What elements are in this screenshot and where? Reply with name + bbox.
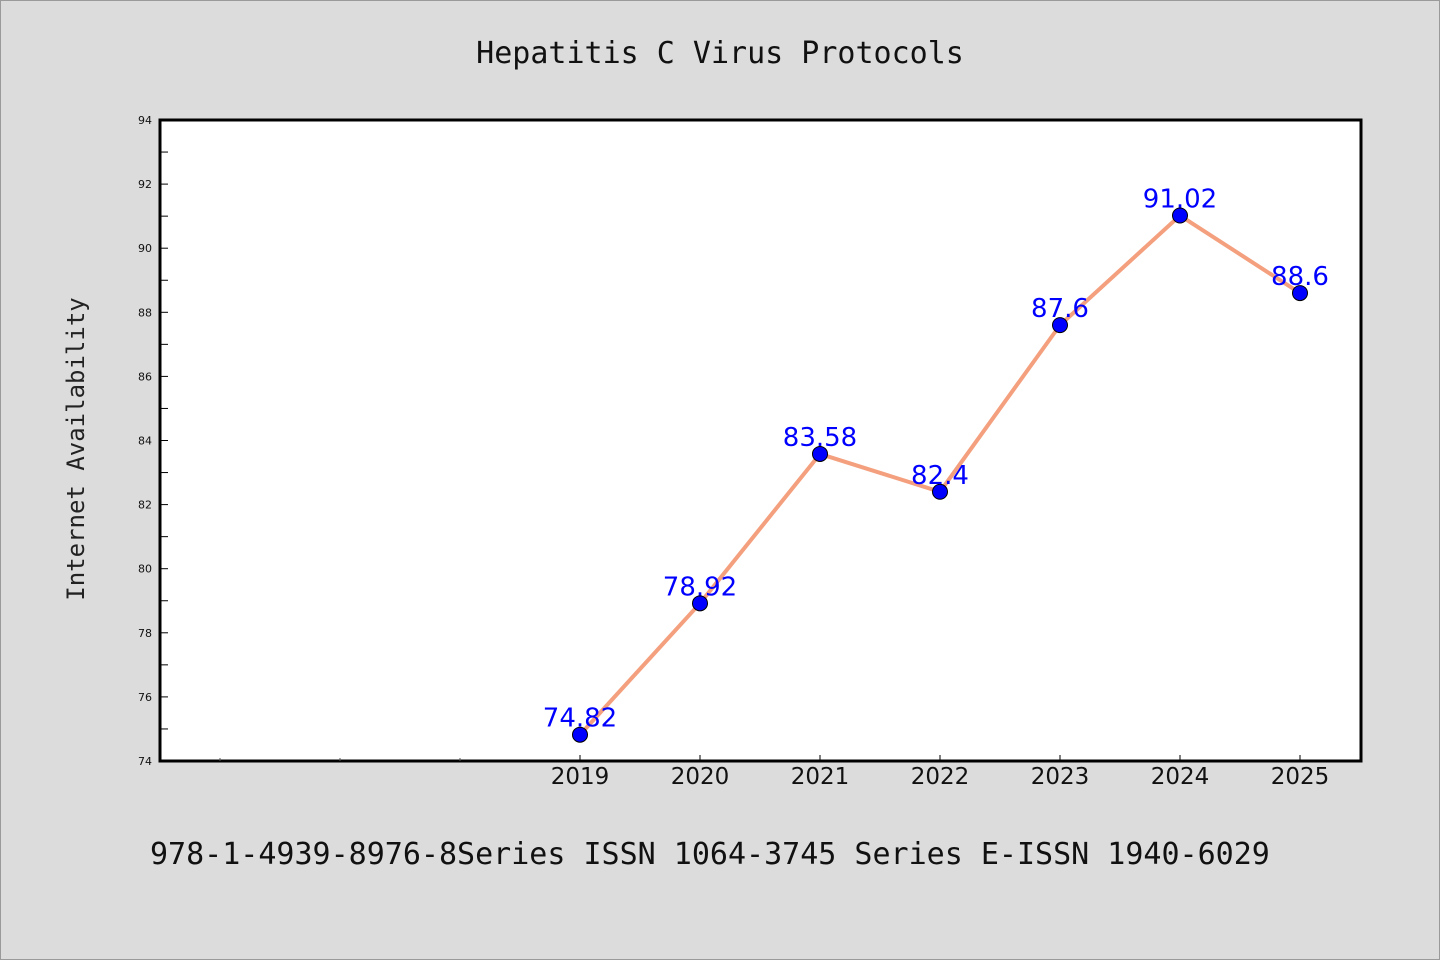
y-axis-label: Internet Availability [62,297,90,600]
y-tick-label: 94 [138,114,152,127]
y-tick-label: 92 [138,178,152,191]
chart-title: Hepatitis C Virus Protocols [476,36,964,71]
x-tick-label: 2025 [1271,764,1330,790]
y-tick-label: 86 [138,370,152,383]
x-tick-label: 2024 [1151,764,1210,790]
data-point [692,595,708,612]
data-label: 87.6 [1031,294,1089,324]
x-tick-label: 2023 [1031,764,1090,790]
x-tick-label: 2021 [791,764,850,790]
y-tick-label: 88 [138,306,152,319]
series-layer [572,207,1308,743]
y-tick-label: 82 [138,499,152,512]
data-label: 88.6 [1271,262,1329,292]
y-tick-label: 90 [138,242,152,255]
y-tick-label: 76 [138,691,152,704]
x-tick-label: 2020 [671,764,730,790]
data-label: 83.58 [783,423,857,453]
plot-area [158,118,1363,763]
x-tick-label: 2022 [911,764,970,790]
data-point [932,483,948,500]
x-axis: 2019 2020 2021 2022 2023 2024 2025 [219,755,1330,790]
y-tick-label: 74 [138,755,152,768]
data-point [1052,317,1068,334]
data-point [1292,285,1308,302]
footer-text: 978-1-4939-8976-8Series ISSN 1064-3745 S… [150,837,1270,872]
y-tick-label: 78 [138,627,152,640]
y-tick-label: 84 [138,435,152,448]
y-tick-label: 80 [138,563,152,576]
data-label: 82.4 [911,461,969,491]
data-point [572,726,588,743]
data-label: 74.82 [543,704,617,734]
data-point [812,445,828,462]
data-point [1172,207,1188,224]
data-labels: 74.82 78.92 83.58 82.4 87.6 91.02 88.6 [543,185,1329,734]
y-axis: 74 76 78 80 82 84 86 88 90 92 94 [138,114,168,768]
x-tick-label: 2019 [551,764,610,790]
data-label: 78.92 [663,572,737,602]
data-label: 91.02 [1143,185,1217,215]
